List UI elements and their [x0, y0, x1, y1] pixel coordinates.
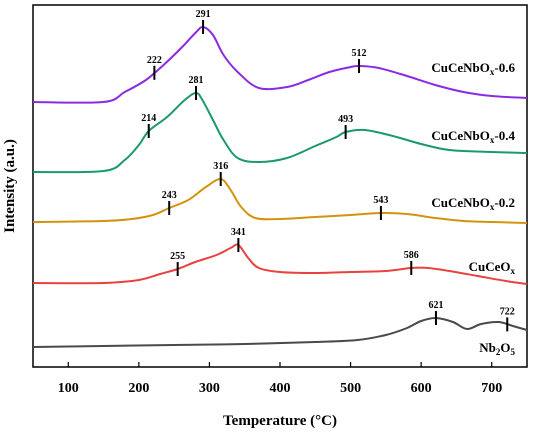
x-tick-label: 700 — [481, 381, 502, 396]
peak-label: 722 — [500, 306, 515, 317]
peak-label: 281 — [189, 75, 204, 86]
x-tick-label: 200 — [128, 381, 149, 396]
series-label: CuCeNbOx-0.2 — [431, 195, 515, 212]
series-label: CuCeOx — [469, 259, 516, 276]
series-line-2 — [32, 177, 528, 224]
peak-markers-group: 222 291 512 214 281 493 243 316 543 255 341 586 621 7… — [141, 9, 515, 332]
peak-label: 341 — [231, 227, 246, 238]
series-labels-group: CuCeNbOx-0.6 CuCeNbOx-0.4 CuCeNbOx-0.2 CuCe… — [431, 60, 515, 357]
x-tick-label: 400 — [270, 381, 291, 396]
peak-label: 512 — [352, 48, 367, 59]
x-tick-label: 300 — [199, 381, 220, 396]
peak-label: 222 — [147, 55, 162, 66]
peak-label: 291 — [196, 9, 211, 20]
peak-label: 621 — [428, 300, 443, 311]
series-line-0 — [32, 25, 528, 104]
peak-label: 543 — [373, 195, 388, 206]
x-axis-title: Temperature (°C) — [223, 413, 337, 429]
x-tick-label: 100 — [58, 381, 79, 396]
series-line-1 — [32, 91, 528, 174]
x-tick-label: 600 — [411, 381, 432, 396]
peak-label: 243 — [162, 190, 177, 201]
peak-label: 316 — [213, 161, 228, 172]
peak-label: 586 — [404, 250, 419, 261]
peak-label: 493 — [338, 114, 353, 125]
series-label: CuCeNbOx-0.4 — [431, 128, 515, 145]
curves-group — [32, 25, 528, 348]
series-line-4 — [32, 316, 528, 348]
series-label: CuCeNbOx-0.6 — [431, 60, 515, 77]
x-axis: 100 200 300 400 500 600 700 — [58, 362, 502, 396]
peak-label: 214 — [141, 113, 156, 124]
peak-label: 255 — [170, 251, 185, 262]
x-tick-label: 500 — [340, 381, 361, 396]
series-label: Nb2O5 — [479, 340, 515, 357]
y-axis-title: Intensity (a.u.) — [2, 139, 18, 233]
series-line-3 — [32, 243, 528, 285]
